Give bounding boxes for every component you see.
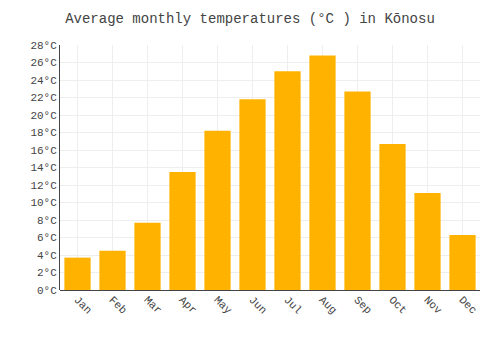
svg-text:26°C: 26°C	[30, 57, 57, 69]
svg-text:4°C: 4°C	[37, 250, 57, 262]
svg-text:Dec: Dec	[456, 294, 478, 316]
svg-text:Jul: Jul	[281, 294, 303, 316]
svg-text:Aug: Aug	[316, 294, 338, 316]
svg-text:Average monthly temperatures (: Average monthly temperatures (°C ) in Kō…	[65, 11, 435, 27]
svg-text:Jan: Jan	[71, 294, 93, 316]
svg-text:Apr: Apr	[176, 294, 198, 316]
svg-text:Jun: Jun	[246, 294, 268, 316]
svg-text:Oct: Oct	[386, 294, 408, 316]
svg-text:Nov: Nov	[421, 294, 444, 317]
svg-text:22°C: 22°C	[30, 92, 57, 104]
svg-text:2°C: 2°C	[37, 267, 57, 279]
svg-text:8°C: 8°C	[37, 215, 57, 227]
svg-text:Feb: Feb	[106, 294, 128, 316]
svg-text:0°C: 0°C	[37, 285, 57, 297]
svg-text:12°C: 12°C	[30, 180, 57, 192]
svg-text:28°C: 28°C	[30, 40, 57, 52]
svg-text:Sep: Sep	[351, 294, 373, 316]
svg-text:16°C: 16°C	[30, 145, 57, 157]
svg-text:24°C: 24°C	[30, 75, 57, 87]
svg-text:20°C: 20°C	[30, 110, 57, 122]
svg-text:18°C: 18°C	[30, 127, 57, 139]
svg-text:Mar: Mar	[141, 294, 163, 316]
svg-text:14°C: 14°C	[30, 162, 57, 174]
svg-text:10°C: 10°C	[30, 197, 57, 209]
svg-text:May: May	[211, 294, 234, 317]
svg-text:6°C: 6°C	[37, 232, 57, 244]
